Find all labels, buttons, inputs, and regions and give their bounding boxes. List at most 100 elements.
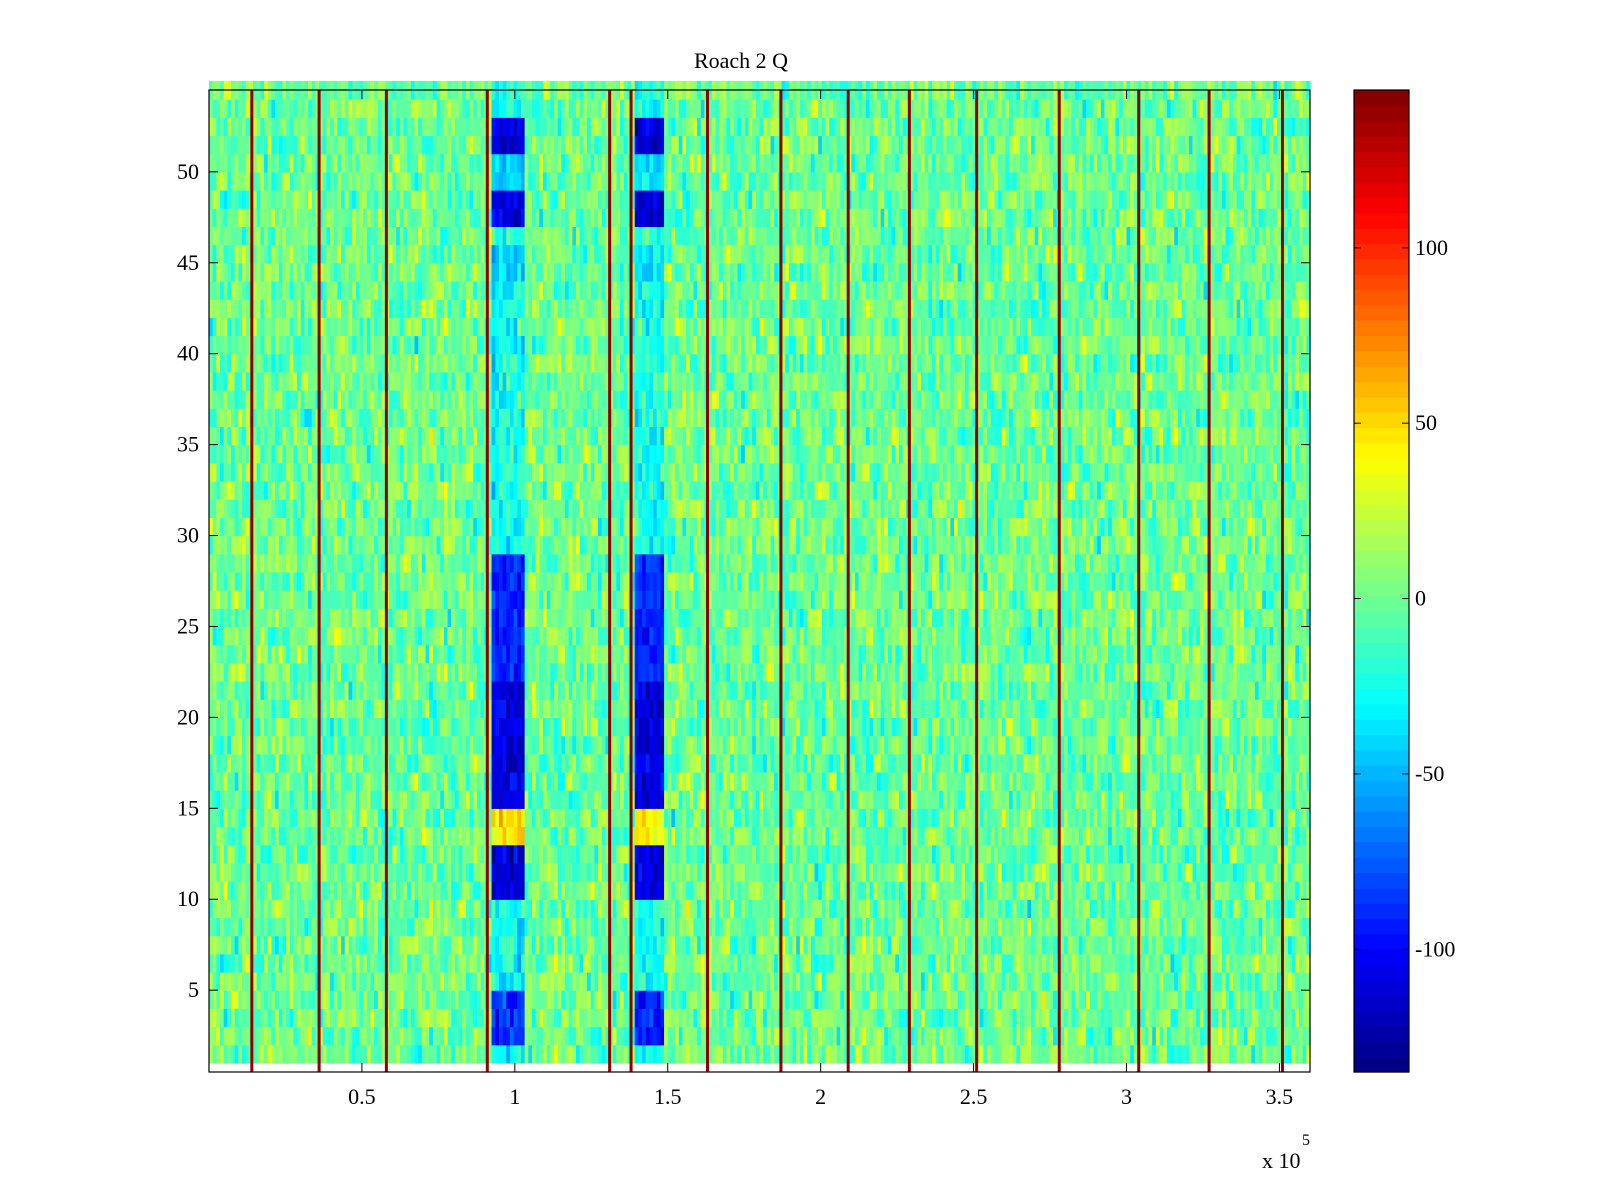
heatmap-cell [257, 408, 261, 427]
heatmap-cell [293, 408, 297, 427]
heatmap-cell [304, 645, 308, 664]
heatmap-cell [330, 445, 334, 464]
heatmap-cell [257, 772, 261, 791]
heatmap-cell [326, 135, 330, 154]
heatmap-cell [224, 827, 228, 846]
heatmap-cell [293, 863, 297, 882]
heatmap-cell [279, 445, 283, 464]
heatmap-cell [275, 1045, 279, 1064]
heatmap-cell [231, 135, 235, 154]
heatmap-cell [253, 572, 257, 591]
heatmap-cell [246, 754, 250, 773]
heatmap-cell [246, 99, 250, 118]
heatmap-cell [260, 99, 264, 118]
heatmap-cell [330, 936, 334, 955]
heatmap-cell [231, 226, 235, 245]
heatmap-cell [312, 790, 316, 809]
heatmap-cell [334, 299, 338, 318]
heatmap-cell [308, 808, 312, 827]
heatmap-cell [224, 481, 228, 500]
heatmap-cell [246, 481, 250, 500]
heatmap-cell [220, 99, 224, 118]
heatmap-cell [264, 99, 268, 118]
heatmap-cell [293, 154, 297, 173]
heatmap-cell [293, 608, 297, 627]
heatmap-cell [297, 863, 301, 882]
heatmap-cell [224, 1045, 228, 1064]
heatmap-cell [242, 827, 246, 846]
heatmap-cell [242, 754, 246, 773]
heatmap-cell [304, 208, 308, 227]
heatmap-cell [246, 1027, 250, 1046]
heatmap-cell [260, 881, 264, 900]
heatmap-cell [268, 772, 272, 791]
heatmap-cell [227, 972, 231, 991]
heatmap-cell [312, 772, 316, 791]
heatmap-cell [326, 899, 330, 918]
heatmap-cell [257, 99, 261, 118]
heatmap-cell [264, 172, 268, 191]
heatmap-cell [238, 990, 242, 1009]
heatmap-cell [224, 1008, 228, 1027]
heatmap-cell [238, 463, 242, 482]
heatmap-cell [264, 299, 268, 318]
heatmap-cell [304, 536, 308, 555]
heatmap-cell [224, 808, 228, 827]
heatmap-cell [337, 663, 341, 682]
heatmap-cell [238, 772, 242, 791]
heatmap-cell [260, 408, 264, 427]
heatmap-cell [279, 954, 283, 973]
heatmap-cell [242, 135, 246, 154]
heatmap-cell [264, 808, 268, 827]
heatmap-cell [271, 154, 275, 173]
heatmap-cell [326, 281, 330, 300]
heatmap-cell [209, 699, 213, 718]
heatmap-cell [286, 117, 290, 136]
heatmap-cell [301, 990, 305, 1009]
heatmap-cell [253, 881, 257, 900]
heatmap-cell [290, 99, 294, 118]
heatmap-cell [209, 845, 213, 864]
heatmap-cell [220, 372, 224, 391]
heatmap-cell [326, 663, 330, 682]
heatmap-cell [323, 172, 327, 191]
heatmap-cell [268, 572, 272, 591]
heatmap-cell [297, 1008, 301, 1027]
heatmap-cell [213, 536, 217, 555]
heatmap-cell [216, 445, 220, 464]
heatmap-cell [235, 154, 239, 173]
heatmap-cell [323, 772, 327, 791]
heatmap-cell [293, 954, 297, 973]
heatmap-cell [235, 772, 239, 791]
heatmap-cell [260, 245, 264, 264]
heatmap-cell [264, 336, 268, 355]
heatmap-cell [323, 1045, 327, 1064]
heatmap-cell [246, 990, 250, 1009]
heatmap-cell [301, 517, 305, 536]
heatmap-cell [290, 754, 294, 773]
heatmap-cell [260, 426, 264, 445]
heatmap-cell [224, 99, 228, 118]
heatmap-cell [224, 1027, 228, 1046]
heatmap-cell [216, 899, 220, 918]
heatmap-cell [323, 736, 327, 755]
heatmap-cell [268, 899, 272, 918]
heatmap-cell [216, 590, 220, 609]
heatmap-cell [326, 390, 330, 409]
heatmap-cell [279, 554, 283, 573]
heatmap-cell [301, 717, 305, 736]
heatmap-cell [282, 372, 286, 391]
heatmap-cell [242, 972, 246, 991]
heatmap-cell [297, 954, 301, 973]
heatmap-cell [282, 808, 286, 827]
heatmap-cell [334, 772, 338, 791]
heatmap-cell [301, 954, 305, 973]
heatmap-cell [304, 263, 308, 282]
heatmap-cell [253, 190, 257, 209]
heatmap-cell [216, 536, 220, 555]
heatmap-cell [227, 917, 231, 936]
heatmap-cell [337, 863, 341, 882]
heatmap-cell [264, 408, 268, 427]
heatmap-cell [334, 717, 338, 736]
heatmap-cell [253, 663, 257, 682]
